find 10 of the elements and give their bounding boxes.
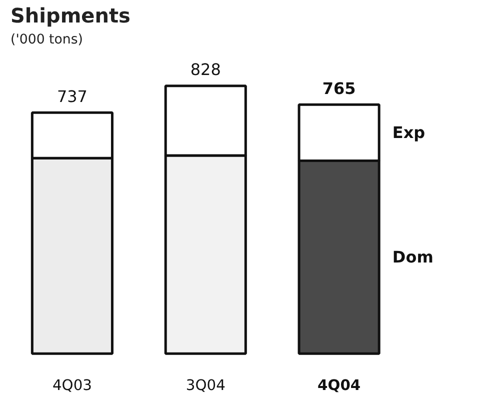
annotation: 828 xyxy=(190,60,221,80)
series-label: Exp xyxy=(392,123,426,142)
x-tick-label: 4Q04 xyxy=(318,376,361,394)
x-tick-label: 4Q03 xyxy=(52,376,92,394)
series-label: Dom xyxy=(392,248,434,267)
annotation: 765 xyxy=(322,78,356,98)
chart-title: Shipments xyxy=(10,4,130,28)
annotation: 737 xyxy=(56,86,88,106)
x-tick-label: 3Q04 xyxy=(186,376,226,394)
chart-subtitle: ('000 tons) xyxy=(10,32,84,48)
